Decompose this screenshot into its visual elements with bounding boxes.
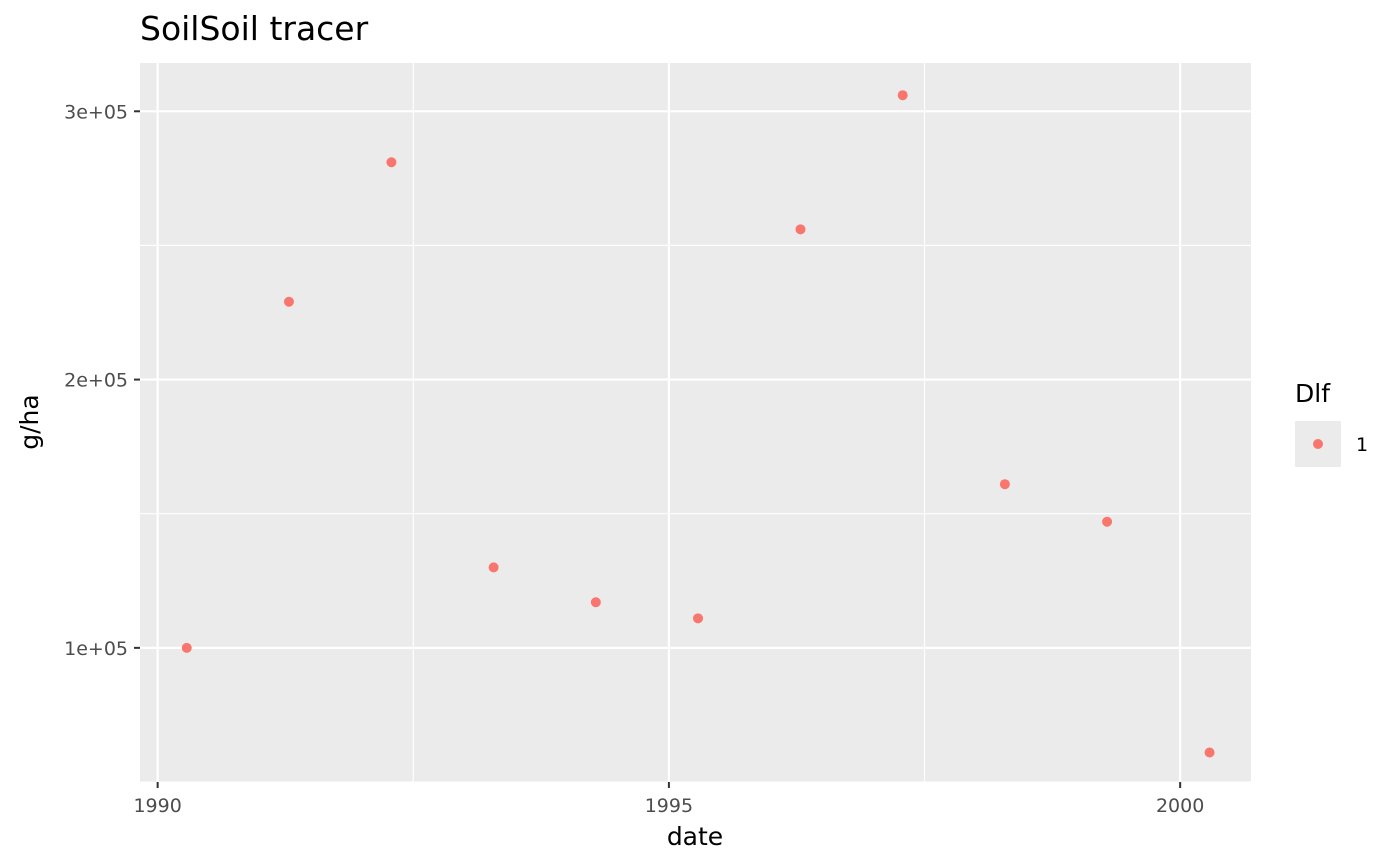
y-axis: 1e+05 2e+05 3e+05 xyxy=(64,101,140,660)
y-tick-label: 3e+05 xyxy=(64,101,128,123)
data-point xyxy=(1204,747,1215,758)
x-axis-title: date xyxy=(667,822,723,851)
data-points xyxy=(181,90,1215,758)
x-tick-label: 1990 xyxy=(133,795,181,817)
legend-label: 1 xyxy=(1356,434,1368,456)
data-point xyxy=(488,562,499,573)
data-point xyxy=(283,296,294,307)
y-tick-label: 2e+05 xyxy=(64,370,128,392)
legend: Dlf 1 xyxy=(1295,379,1368,467)
y-tick-label: 1e+05 xyxy=(64,638,128,660)
legend-title: Dlf xyxy=(1295,379,1331,408)
data-point xyxy=(1102,516,1113,527)
major-gridlines xyxy=(140,63,1251,782)
y-axis-title: g/ha xyxy=(15,394,44,449)
data-point xyxy=(795,224,806,235)
minor-gridlines xyxy=(140,63,1251,783)
legend-key-point xyxy=(1313,439,1323,449)
x-axis: 1990 1995 2000 xyxy=(133,782,1204,817)
data-point xyxy=(897,90,908,101)
data-point xyxy=(999,479,1010,490)
chart-title: SoilSoil tracer xyxy=(140,9,369,48)
x-tick-label: 2000 xyxy=(1156,795,1204,817)
data-point xyxy=(181,642,192,653)
x-tick-label: 1995 xyxy=(645,795,693,817)
data-point xyxy=(590,597,601,608)
data-point xyxy=(386,157,397,168)
data-point xyxy=(693,613,704,624)
plot-panel xyxy=(140,63,1251,782)
